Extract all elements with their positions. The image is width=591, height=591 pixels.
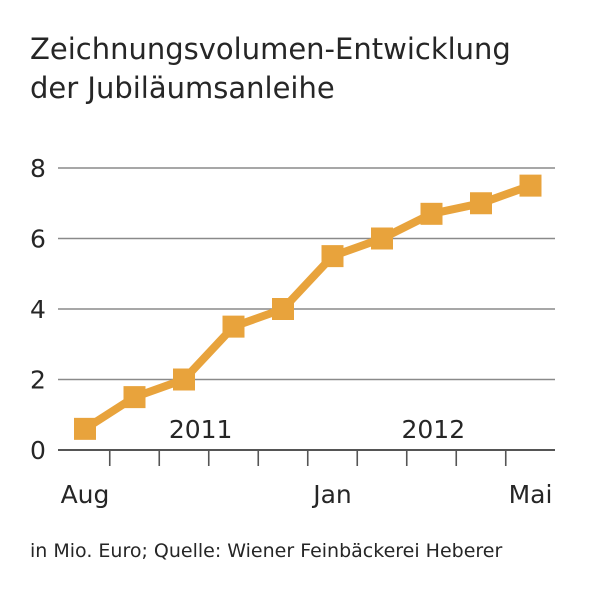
data-point-2 [173, 368, 195, 391]
y-tick-label-0: 0 [30, 436, 46, 465]
data-point-9 [519, 174, 542, 197]
y-tick-label-4: 4 [30, 295, 46, 324]
y-tick-label-2: 2 [30, 366, 46, 395]
year-label-2011: 2011 [169, 415, 233, 444]
y-tick-label-8: 8 [30, 154, 46, 183]
chart-source-note: in Mio. Euro; Quelle: Wiener Feinbäckere… [30, 540, 503, 562]
y-tick-label-6: 6 [30, 225, 46, 254]
series-line [82, 181, 532, 433]
chart-title-line-1: Zeichnungsvolumen-Entwicklung [30, 32, 511, 66]
x-tick-label-mai: Mai [509, 480, 553, 509]
data-point-5 [321, 245, 344, 268]
x-tick-label-aug: Aug [61, 480, 110, 509]
data-point-0 [74, 417, 96, 440]
x-tick-label-jan: Jan [311, 480, 352, 509]
data-point-7 [420, 202, 443, 225]
chart-title: Zeichnungsvolumen-Entwicklung der Jubilä… [30, 30, 570, 108]
data-point-1 [123, 386, 146, 409]
data-point-3 [222, 315, 245, 338]
chart-title-line-2: der Jubiläumsanleihe [30, 71, 335, 105]
data-point-6 [371, 227, 393, 250]
data-point-8 [470, 192, 492, 215]
data-point-4 [272, 298, 294, 320]
year-label-2012: 2012 [402, 415, 466, 444]
